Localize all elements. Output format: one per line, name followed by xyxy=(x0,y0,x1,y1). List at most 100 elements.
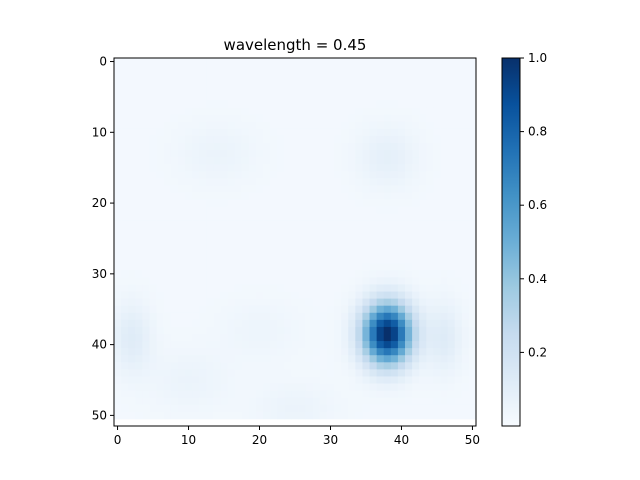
heatmap-cell xyxy=(412,284,420,292)
heatmap-cell xyxy=(426,383,434,392)
heatmap-cell xyxy=(192,220,200,229)
heatmap-cell xyxy=(341,114,349,123)
heatmap-cell xyxy=(170,128,179,137)
heatmap-cell xyxy=(248,355,257,363)
heatmap-cell xyxy=(263,128,271,137)
heatmap-cell xyxy=(206,100,214,108)
heatmap-cell xyxy=(369,369,378,377)
heatmap-cell xyxy=(255,164,264,172)
heatmap-cell xyxy=(277,397,285,406)
heatmap-cell xyxy=(369,178,378,186)
heatmap-cell xyxy=(383,334,392,342)
heatmap-cell xyxy=(468,326,477,335)
heatmap-cell xyxy=(348,157,356,165)
heatmap-cell xyxy=(376,79,385,87)
heatmap-cell xyxy=(241,326,250,335)
heatmap-cell xyxy=(114,192,122,200)
heatmap-cell xyxy=(426,319,434,328)
heatmap-cell xyxy=(433,256,441,264)
heatmap-cell xyxy=(405,284,413,292)
heatmap-cell xyxy=(121,341,129,349)
heatmap-cell xyxy=(461,93,470,101)
heatmap-cell xyxy=(319,411,328,420)
heatmap-cell xyxy=(461,135,470,144)
heatmap-cell xyxy=(298,121,307,130)
heatmap-cell xyxy=(270,411,278,420)
heatmap-cell xyxy=(397,369,406,377)
heatmap-cell xyxy=(454,100,463,108)
heatmap-cell xyxy=(220,100,228,108)
heatmap-cell xyxy=(454,312,463,321)
heatmap-cell xyxy=(376,355,385,363)
heatmap-cell xyxy=(114,326,122,335)
heatmap-cell xyxy=(234,150,243,158)
heatmap-cell xyxy=(426,164,434,172)
heatmap-cell xyxy=(142,135,150,144)
heatmap-cell xyxy=(227,263,236,271)
heatmap-cell xyxy=(234,234,243,243)
heatmap-cell xyxy=(114,227,122,236)
heatmap-cell xyxy=(376,284,385,292)
heatmap-cell xyxy=(312,397,321,406)
heatmap-cell xyxy=(248,100,257,108)
heatmap-cell xyxy=(199,100,207,108)
heatmap-cell xyxy=(468,227,477,236)
heatmap-cell xyxy=(412,348,420,356)
heatmap-cell xyxy=(263,185,271,193)
heatmap-cell xyxy=(454,291,463,300)
heatmap-cell xyxy=(156,65,165,73)
heatmap-cell xyxy=(405,100,413,108)
heatmap-cell xyxy=(454,242,463,250)
heatmap-cell xyxy=(192,411,200,420)
heatmap-cell xyxy=(170,157,179,165)
heatmap-cell xyxy=(412,65,420,73)
heatmap-cell xyxy=(461,326,470,335)
heatmap-cell xyxy=(142,397,150,406)
heatmap-cell xyxy=(319,404,328,413)
heatmap-cell xyxy=(341,220,349,229)
heatmap-cell xyxy=(334,369,342,377)
heatmap-cell xyxy=(206,93,214,101)
heatmap-cell xyxy=(390,121,399,130)
heatmap-cell xyxy=(362,93,370,101)
heatmap-cell xyxy=(270,121,278,130)
heatmap-cell xyxy=(412,86,420,94)
heatmap-cell xyxy=(319,58,328,66)
heatmap-cell xyxy=(326,277,335,285)
heatmap-cell xyxy=(156,341,165,349)
heatmap-cell xyxy=(341,291,349,300)
heatmap-cell xyxy=(426,150,434,158)
heatmap-cell xyxy=(192,178,200,186)
heatmap-cell xyxy=(362,107,370,116)
heatmap-cell xyxy=(277,319,285,328)
heatmap-cell xyxy=(405,206,413,215)
heatmap-cell xyxy=(440,213,449,222)
heatmap-cell xyxy=(397,128,406,137)
heatmap-cell xyxy=(142,404,150,413)
heatmap-cell xyxy=(419,114,427,123)
heatmap-cell xyxy=(369,58,378,66)
heatmap-cell xyxy=(468,65,477,73)
heatmap-cell xyxy=(114,411,122,420)
heatmap-cell xyxy=(156,79,165,87)
heatmap-cell xyxy=(419,192,427,200)
heatmap-cell xyxy=(412,249,420,257)
heatmap-cell xyxy=(326,220,335,229)
heatmap-cell xyxy=(284,277,292,285)
heatmap-cell xyxy=(433,404,441,413)
heatmap-cell xyxy=(142,291,150,300)
heatmap-cell xyxy=(468,72,477,80)
heatmap-cell xyxy=(312,263,321,271)
heatmap-cell xyxy=(213,397,221,406)
heatmap-cell xyxy=(355,404,363,413)
heatmap-cell xyxy=(312,312,321,321)
heatmap-cell xyxy=(433,100,441,108)
heatmap-cell xyxy=(121,199,129,208)
heatmap-cell xyxy=(234,171,243,179)
heatmap-cell xyxy=(184,164,193,172)
heatmap-cell xyxy=(468,171,477,179)
heatmap-cell xyxy=(334,270,342,278)
heatmap-cell xyxy=(461,199,470,208)
heatmap-cell xyxy=(433,397,441,406)
heatmap-cell xyxy=(412,72,420,80)
